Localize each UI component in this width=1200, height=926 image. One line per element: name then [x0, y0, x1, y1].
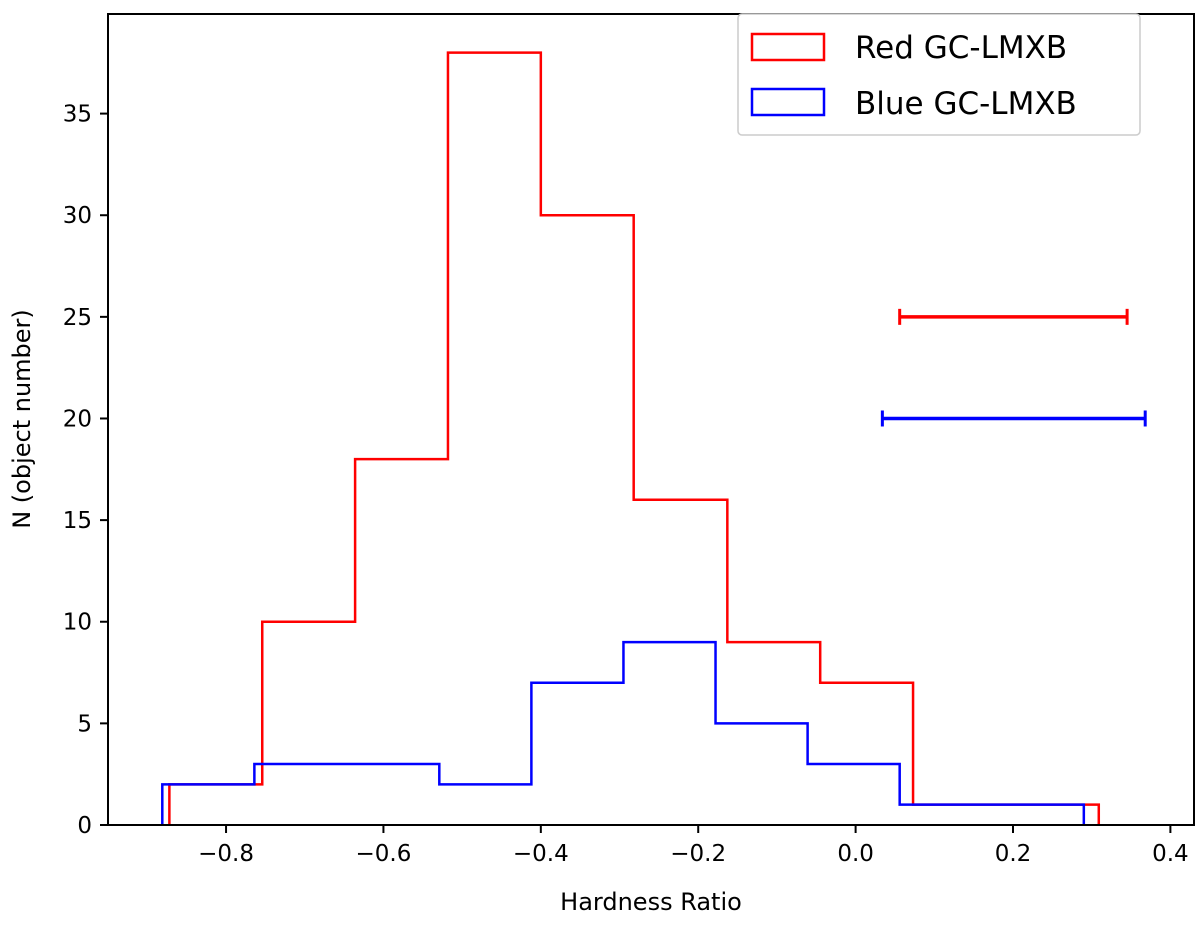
y-tick-label: 25 — [63, 305, 92, 331]
y-tick-label: 20 — [63, 406, 92, 432]
y-tick-label: 35 — [63, 102, 92, 128]
axis-ticks: −0.8 −0.6 −0.4 −0.2 0.0 0.2 0.4 0 5 10 15 20 25 30 35 — [63, 102, 1189, 867]
x-tick-label: 0.2 — [995, 841, 1032, 867]
y-tick-label: 5 — [77, 711, 92, 737]
axes-frame — [107, 13, 1195, 826]
x-tick-label: −0.8 — [198, 841, 254, 867]
y-axis-label: N (object number) — [8, 309, 36, 529]
plot-area — [161, 51, 1147, 825]
y-tick-label: 30 — [63, 203, 92, 229]
legend-label-blue: Blue GC-LMXB — [855, 86, 1077, 122]
y-tick-label: 15 — [63, 508, 92, 534]
legend-box — [737, 13, 1141, 136]
x-tick-label: −0.2 — [670, 841, 726, 867]
histogram-series-blue — [161, 640, 1086, 825]
x-axis-label: Hardness Ratio — [560, 888, 742, 916]
x-tick-label: 0.4 — [1152, 841, 1189, 867]
legend-swatch-red — [750, 32, 826, 62]
y-tick-label: 0 — [77, 813, 92, 839]
y-tick-label: 10 — [63, 610, 92, 636]
legend-label-red: Red GC-LMXB — [855, 30, 1067, 66]
x-tick-label: 0.0 — [837, 841, 874, 867]
histogram-series-red — [168, 51, 1101, 825]
x-tick-label: −0.4 — [513, 841, 569, 867]
x-tick-label: −0.6 — [356, 841, 412, 867]
error-bar-red — [898, 308, 1129, 325]
error-bar-blue — [880, 410, 1147, 427]
legend: Red GC-LMXB Blue GC-LMXB — [737, 13, 1141, 136]
legend-swatch-blue — [750, 87, 826, 117]
